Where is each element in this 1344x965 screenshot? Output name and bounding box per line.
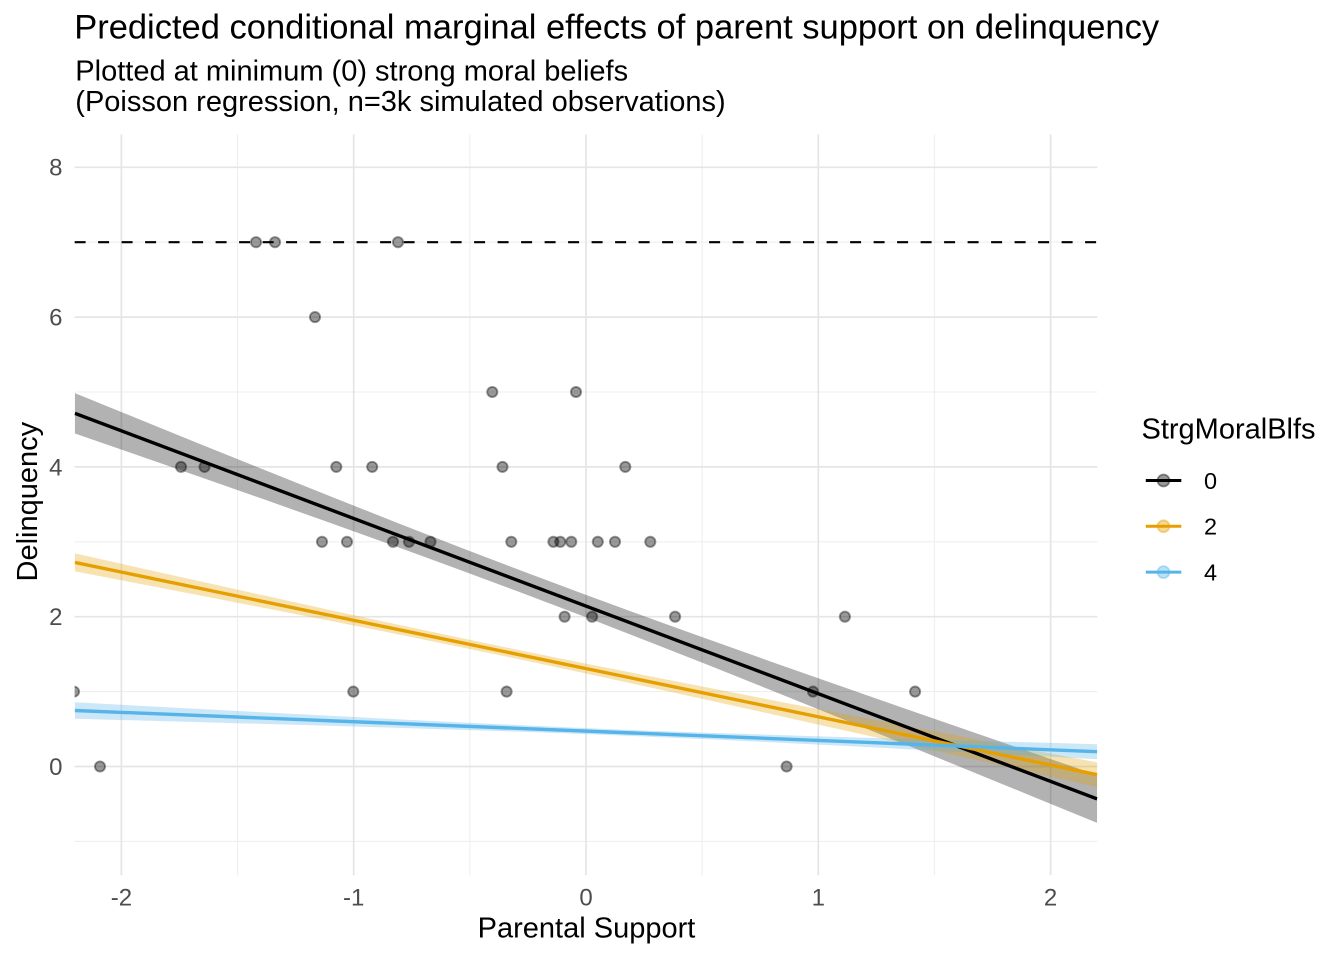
svg-text:Delinquency: Delinquency xyxy=(12,421,44,581)
svg-text:2: 2 xyxy=(1204,514,1217,540)
svg-text:2: 2 xyxy=(49,604,62,631)
svg-text:StrgMoralBlfs: StrgMoralBlfs xyxy=(1142,414,1316,446)
svg-text:4: 4 xyxy=(1204,559,1217,585)
svg-text:Parental Support: Parental Support xyxy=(478,913,696,945)
svg-text:-1: -1 xyxy=(343,884,364,911)
svg-text:1: 1 xyxy=(812,884,825,911)
svg-text:6: 6 xyxy=(49,305,62,332)
svg-text:Predicted conditional marginal: Predicted conditional marginal effects o… xyxy=(74,9,1160,47)
svg-text:8: 8 xyxy=(49,155,62,182)
svg-text:0: 0 xyxy=(1204,468,1217,494)
svg-text:(Poisson regression, n=3k simu: (Poisson regression, n=3k simulated obse… xyxy=(75,86,725,118)
svg-text:4: 4 xyxy=(49,454,62,481)
svg-text:Plotted at minimum (0) strong: Plotted at minimum (0) strong moral beli… xyxy=(75,56,628,88)
svg-text:0: 0 xyxy=(49,754,62,781)
svg-text:-2: -2 xyxy=(111,884,132,911)
svg-text:0: 0 xyxy=(579,884,592,911)
svg-text:2: 2 xyxy=(1044,884,1057,911)
